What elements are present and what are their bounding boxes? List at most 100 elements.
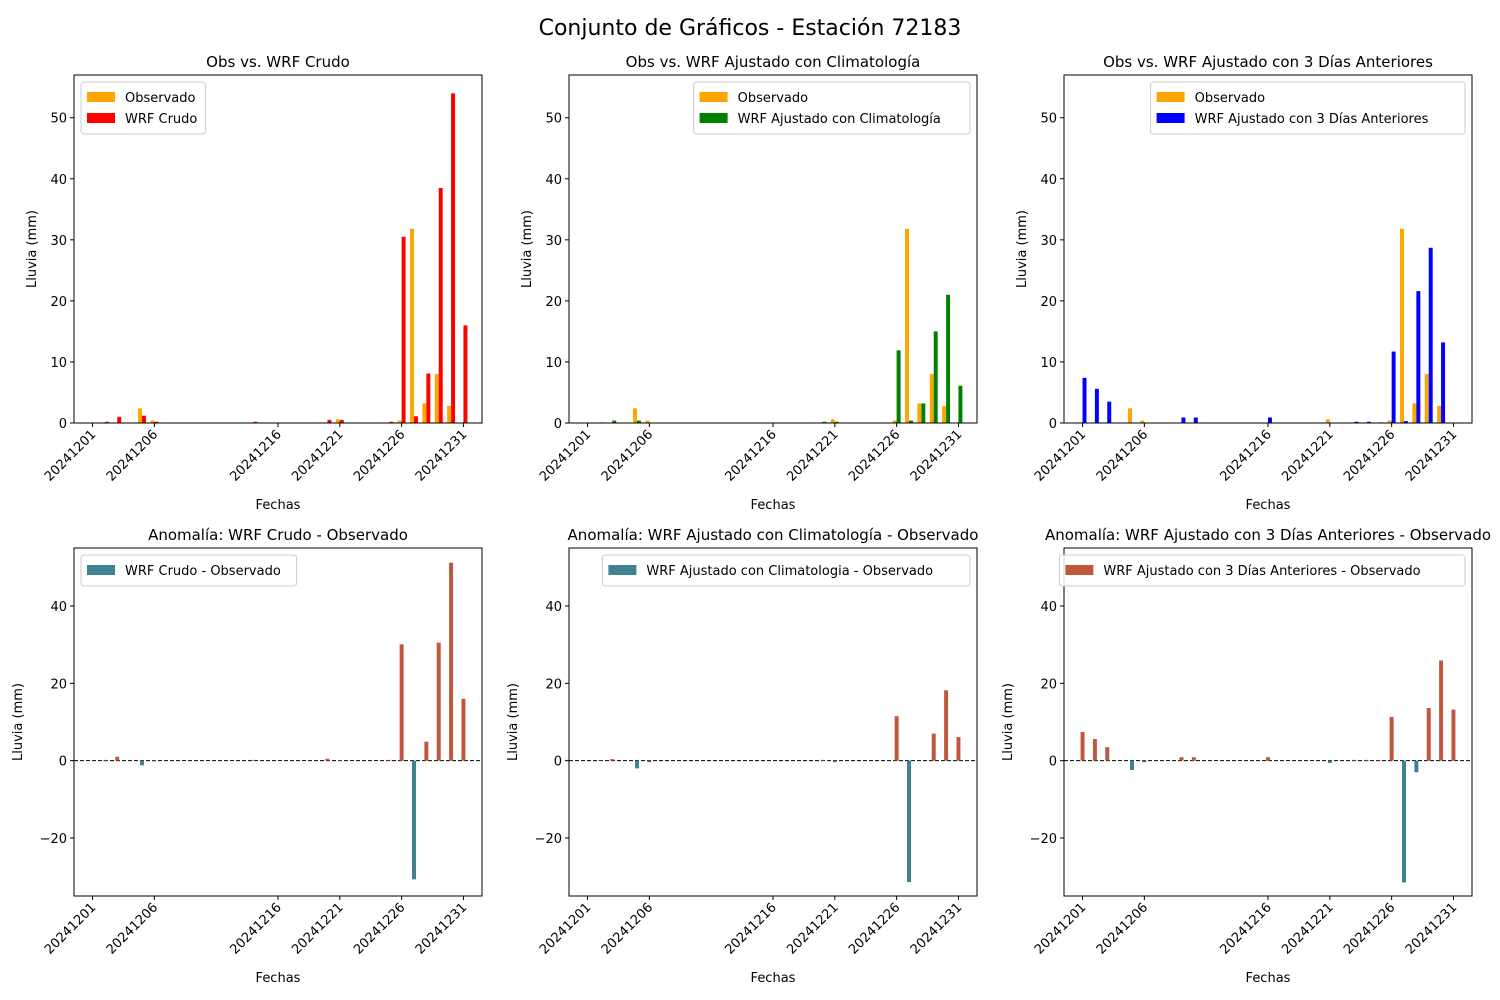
bar-observado-20241230 (1437, 405, 1442, 423)
y-tick-label: 40 (1040, 600, 1057, 615)
bar-observado-20241227 (1400, 228, 1404, 423)
y-tick-label: 10 (545, 356, 562, 371)
bar-wrf-20241226 (1391, 351, 1396, 423)
bar-wrf-20241225 (389, 421, 394, 423)
legend: Observado WRF Crudo (80, 81, 206, 135)
y-tick-label: 20 (545, 295, 562, 310)
bar-anomaly-20241229 (436, 642, 441, 761)
bar-anomaly-20241230 (449, 562, 454, 761)
x-axis-label: Fechas (256, 971, 301, 986)
chart-title: Obs vs. WRF Ajustado con 3 Días Anterior… (1103, 53, 1433, 71)
chart-title: Obs vs. WRF Ajustado con Climatología (626, 53, 921, 71)
bar-wrf-20241229 (933, 331, 938, 423)
bar-anomaly-20241230 (944, 690, 949, 761)
legend: WRF Ajustado con 3 Días Anteriores - Obs… (1058, 554, 1466, 587)
legend-swatch (1065, 565, 1094, 575)
x-tick-label: 20241216 (1217, 427, 1274, 484)
legend-swatch (87, 565, 115, 575)
chart-panel-2: Obs vs. WRF Ajustado con Climatología 0 10… (520, 53, 978, 513)
bar-anomaly-20241221 (832, 760, 837, 763)
y-tick-label: 20 (545, 677, 562, 692)
legend: Observado WRF Ajustado con 3 Días Anterio… (1150, 81, 1466, 135)
x-tick-label: 20241226 (1341, 427, 1398, 484)
bar-anomaly-20241205 (635, 760, 639, 769)
x-tick-label: 20241221 (289, 900, 346, 957)
bar-anomaly-20241230 (1439, 660, 1444, 761)
legend-swatch (87, 92, 115, 102)
x-axis-label: Fechas (1246, 498, 1291, 513)
y-tick-label: 20 (1040, 677, 1057, 692)
bar-observado-20241206 (645, 420, 650, 423)
legend-swatch (1156, 92, 1185, 102)
bar-wrf-20241220 (822, 421, 827, 423)
bar-wrf-20241210 (1193, 417, 1198, 423)
bar-wrf-20241220 (327, 419, 332, 423)
legend-box (1150, 81, 1466, 135)
bar-wrf-20241203 (1107, 401, 1112, 423)
bar-wrf-20241227 (414, 416, 418, 423)
bar-wrf-20241228 (921, 403, 926, 423)
bar-anomaly-20241226 (894, 716, 899, 761)
x-tick-label: 20241231 (413, 427, 470, 484)
bar-wrf-20241229 (1428, 247, 1433, 423)
bar-wrf-20241230 (946, 294, 951, 423)
bar-anomaly-20241214 (251, 759, 256, 761)
bar-wrf-20241226 (896, 350, 901, 423)
y-tick-label: 30 (545, 234, 562, 249)
bar-anomaly-20241203 (115, 756, 120, 761)
x-tick-label: 20241206 (599, 427, 656, 484)
bar-wrf-20241221 (339, 419, 344, 423)
bar-wrf-20241231 (958, 385, 963, 423)
bar-observado-20241205 (138, 408, 142, 423)
bar-anomaly-20241223 (1352, 759, 1357, 761)
legend-swatch (1156, 113, 1185, 123)
x-tick-label: 20241226 (846, 427, 903, 484)
x-tick-label: 20241231 (908, 427, 965, 484)
x-axis-label: Fechas (256, 498, 301, 513)
bar-anomaly-20241226 (399, 644, 404, 761)
legend-label: WRF Ajustado con Climatologia - Observad… (646, 564, 933, 579)
bar-observado-20241230 (447, 405, 452, 423)
legend: WRF Crudo - Observado (80, 554, 298, 587)
x-tick-label: 20241201 (537, 900, 594, 957)
bar-wrf-20241230 (1441, 342, 1446, 423)
bar-observado-20241221 (1325, 419, 1330, 423)
x-tick-label: 20241201 (42, 427, 99, 484)
y-tick-label: 10 (1040, 356, 1057, 371)
y-tick-label: 40 (1040, 173, 1057, 188)
bar-anomaly-20241209 (1179, 757, 1184, 761)
bar-wrf-20241231 (463, 325, 468, 423)
x-tick-label: 20241216 (722, 900, 779, 957)
bar-wrf-20241230 (451, 93, 456, 423)
bar-observado-20241206 (1140, 420, 1145, 423)
y-tick-label: 0 (59, 417, 67, 432)
bar-wrf-20241227 (1404, 421, 1408, 423)
y-tick-label: 50 (50, 112, 67, 127)
bar-anomaly-20241216 (1266, 757, 1270, 761)
bar-anomaly-20241227 (1402, 760, 1406, 883)
y-tick-label: 40 (50, 173, 67, 188)
bar-anomaly-20241229 (931, 733, 936, 761)
bar-observado-20241205 (633, 408, 637, 423)
bar-anomaly-20241206 (152, 760, 157, 762)
y-tick-label: −20 (1030, 832, 1057, 847)
chart-title: Anomalía: WRF Crudo - Observado (148, 526, 408, 544)
bar-observado-20241227 (410, 228, 414, 423)
bar-wrf-20241205 (637, 420, 641, 423)
bar-wrf-20241229 (438, 187, 443, 423)
bar-anomaly-20241229 (1426, 708, 1431, 761)
bar-anomaly-20241224 (1364, 759, 1369, 761)
legend-label: WRF Crudo (125, 112, 197, 127)
legend-label: Observado (125, 91, 196, 106)
bar-anomaly-20241225 (387, 759, 392, 761)
y-tick-label: 40 (545, 600, 562, 615)
legend-label: Observado (738, 91, 809, 106)
y-tick-label: 0 (59, 755, 67, 770)
x-tick-label: 20241231 (908, 900, 965, 957)
y-axis-label: Lluvia (mm) (11, 683, 26, 761)
x-tick-label: 20241201 (1032, 427, 1089, 484)
y-axis-label: Lluvia (mm) (25, 210, 40, 288)
bar-wrf-20241201 (1082, 377, 1087, 423)
bar-observado-20241229 (434, 374, 439, 423)
